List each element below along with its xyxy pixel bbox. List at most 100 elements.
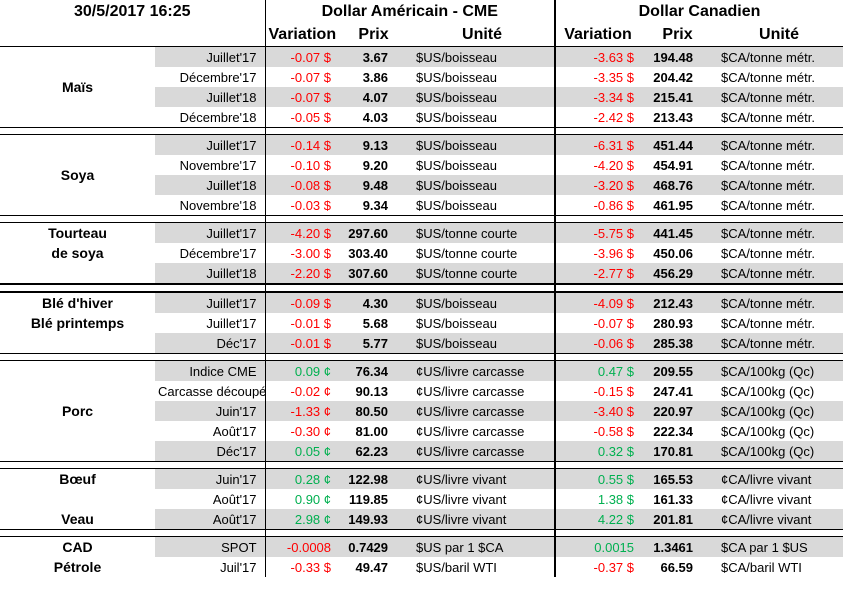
separator-cell [715, 529, 843, 537]
variation: 0.05 ¢ [264, 441, 338, 462]
blank [0, 263, 155, 284]
contract: Indice CME [155, 360, 266, 381]
separator-cell [264, 353, 338, 361]
unit: $CA/tonne métr. [721, 245, 815, 261]
unit: ¢CA/livre vivant [721, 491, 812, 507]
contract: Juillet'18 [155, 87, 266, 107]
column-header: Prix [337, 23, 411, 47]
column-header: Unité [410, 23, 556, 47]
unit: $CA/tonne métr. [721, 109, 815, 125]
contract: Juillet'17 [155, 222, 266, 243]
separator-cell [264, 127, 338, 135]
price: 212.43 [640, 292, 716, 313]
section-separator [0, 283, 843, 293]
price: 280.93 [653, 315, 694, 331]
price: 468.76 [640, 175, 716, 195]
variation: -4.20 $ [554, 155, 641, 175]
separator-cell [640, 127, 716, 135]
price: 220.97 [640, 401, 716, 421]
separator-cell [640, 353, 716, 361]
variation: -0.07 $ [264, 67, 338, 87]
group-title: Dollar Américain - CME [264, 0, 556, 23]
contract: Novembre'17 [179, 157, 257, 173]
separator-cell [554, 283, 641, 293]
unit: $US/tonne courte [416, 245, 518, 261]
data-row: de soya Décembre'17 -3.00 $ 303.40 $US/tonne… [0, 243, 843, 263]
variation: 0.0015 [554, 536, 641, 557]
price: 461.95 [653, 197, 694, 213]
variation: -2.77 $ [554, 263, 641, 284]
contract: Juillet'17 [155, 46, 266, 67]
separator-cell [554, 127, 641, 135]
column-header-row: Variation Prix Unité Variation Prix Unit… [0, 23, 843, 47]
price: 66.59 [660, 559, 694, 575]
unit: ¢US/livre vivant [410, 509, 556, 530]
unit: ¢US/livre carcasse [410, 401, 556, 421]
unit: $CA/tonne métr. [715, 333, 843, 354]
contract: Carcasse découpée [158, 383, 266, 399]
data-row: Juin'17 -1.33 ¢ 80.50 ¢US/livre carcasse -3.… [0, 401, 843, 421]
separator-cell [0, 283, 155, 293]
unit: $CA/tonne métr. [715, 87, 843, 107]
unit: $US/boisseau [416, 315, 497, 331]
data-row: Août'17 -0.30 ¢ 81.00 ¢US/livre carcasse -0.… [0, 421, 843, 441]
section-separator [0, 215, 843, 223]
unit: $CA/baril WTI [721, 559, 802, 575]
variation: -0.14 $ [264, 134, 338, 155]
separator-cell [337, 353, 411, 361]
unit: ¢US/livre carcasse [416, 423, 525, 439]
variation: -0.07 $ [554, 313, 641, 333]
column-header: Unité [715, 23, 843, 47]
separator-cell [715, 461, 843, 469]
contract: Décembre'17 [179, 245, 257, 261]
data-row: CAD SPOT -0.0008 0.7429 $US par 1 $CA 0.0015 1… [0, 536, 843, 557]
price: 303.40 [348, 245, 389, 261]
contract: Août'17 [212, 491, 257, 507]
variation: -3.34 $ [554, 87, 641, 107]
contract: Août'17 [212, 423, 257, 439]
variation: -4.09 $ [554, 292, 641, 313]
separator-cell [155, 529, 266, 537]
variation: -2.42 $ [554, 107, 641, 128]
unit: $CA/100kg (Qc) [715, 360, 843, 381]
separator-cell [410, 529, 556, 537]
row-label: Blé printemps [0, 313, 155, 333]
price: 4.30 [337, 292, 411, 313]
price: 9.20 [362, 157, 389, 173]
data-row: Bœuf Juin'17 0.28 ¢ 122.98 ¢US/livre vivant 0… [0, 468, 843, 489]
variation: -6.31 $ [554, 134, 641, 155]
separator-cell [337, 529, 411, 537]
data-row: Novembre'17 -0.10 $ 9.20 $US/boisseau -4.20 … [0, 155, 843, 175]
separator-cell [715, 283, 843, 293]
column-header: Prix [640, 23, 716, 47]
separator-cell [554, 353, 641, 361]
separator-cell [410, 283, 556, 293]
price: 5.77 [337, 333, 411, 354]
price: 170.81 [640, 441, 716, 462]
unit: $US/boisseau [410, 134, 556, 155]
separator-cell [0, 127, 155, 135]
unit: $CA/tonne métr. [715, 292, 843, 313]
unit: $US/boisseau [410, 46, 556, 67]
separator-cell [410, 461, 556, 469]
variation: 0.47 $ [554, 360, 641, 381]
separator-cell [715, 215, 843, 223]
unit: $US par 1 $CA [410, 536, 556, 557]
data-row: Porc Indice CME 0.09 ¢ 76.34 ¢US/livre carca… [0, 360, 843, 462]
section-separator [0, 353, 843, 361]
unit: $CA par 1 $US [715, 536, 843, 557]
section-separator [0, 461, 843, 469]
section-label: Porc [0, 360, 155, 462]
unit: $US/boisseau [416, 157, 497, 173]
variation: -1.33 ¢ [264, 401, 338, 421]
price: 3.86 [362, 69, 389, 85]
separator-cell [554, 529, 641, 537]
price: 80.50 [337, 401, 411, 421]
unit: $CA/tonne métr. [721, 69, 815, 85]
row-label: CAD [0, 536, 155, 557]
data-row: Décembre'17 -0.07 $ 3.86 $US/boisseau -3.35 … [0, 67, 843, 87]
separator-cell [337, 461, 411, 469]
unit: $CA/tonne métr. [715, 175, 843, 195]
blank [0, 489, 155, 509]
separator-cell [410, 353, 556, 361]
